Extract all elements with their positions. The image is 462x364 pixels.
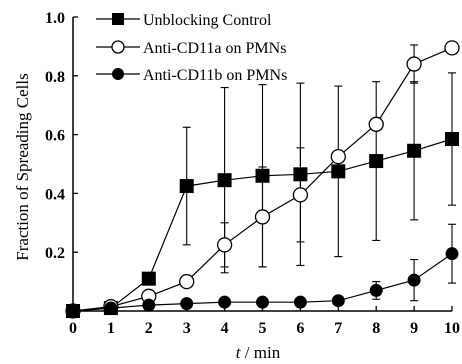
data-point-open-circle (444, 40, 460, 56)
y-tick-label: 0.8 (45, 69, 65, 86)
data-point-filled-circle (445, 247, 459, 261)
y-tick-label: 1.0 (45, 10, 65, 27)
data-point-filled-circle (256, 295, 269, 309)
filled-circle-marker (112, 68, 124, 80)
legend-item-unblocking-control: Unblocking Control (96, 12, 272, 29)
data-point-filled-circle (369, 283, 383, 297)
x-axis-unit: / min (241, 343, 281, 362)
series-markers (65, 40, 460, 319)
x-tick-label: 0 (69, 320, 77, 337)
data-point-open-circle (406, 56, 422, 72)
data-point-filled-circle (180, 297, 194, 311)
legend-item-anti-cd11a: Anti-CD11a on PMNs (96, 40, 286, 57)
data-point-filled-circle (66, 304, 80, 318)
data-point-open-circle (179, 273, 195, 290)
legend-label: Anti-CD11b on PMNs (143, 67, 287, 84)
x-tick-label: 2 (145, 320, 153, 337)
data-point-filled-circle (293, 295, 307, 309)
x-tick-label: 8 (372, 320, 380, 337)
data-point-square (445, 132, 459, 147)
data-point-open-circle (292, 187, 309, 203)
data-point-filled-circle (142, 298, 156, 312)
data-point-filled-circle (104, 301, 118, 315)
legend-label: Anti-CD11a on PMNs (143, 40, 286, 57)
data-point-open-circle (216, 237, 233, 253)
data-point-open-circle (330, 148, 346, 165)
y-tick-label: 0.4 (45, 186, 65, 203)
x-tick-label: 6 (296, 320, 304, 337)
data-point-open-circle (254, 209, 271, 225)
data-point-square (217, 173, 232, 188)
data-point-square (369, 154, 384, 169)
data-point-square (407, 143, 422, 158)
data-point-square (141, 271, 156, 286)
x-tick-label: 4 (221, 320, 229, 337)
data-point-filled-circle (218, 295, 232, 309)
x-tick-label: 7 (334, 320, 342, 337)
legend-item-anti-cd11b: Anti-CD11b on PMNs (96, 67, 287, 84)
x-axis-title: t / min (236, 343, 281, 362)
y-tick-label: 0.6 (45, 128, 65, 145)
filled-square-marker (112, 13, 124, 25)
data-point-square (331, 164, 346, 179)
data-point-open-circle (368, 116, 384, 132)
axis-ticks: 0 1 2 3 4 5 6 7 8 9 10 0.2 0.4 0.6 0.8 1.0 (45, 10, 460, 337)
x-tick-label: 10 (444, 320, 460, 337)
x-tick-label: 9 (410, 320, 418, 337)
data-point-square (255, 168, 270, 183)
data-point-filled-circle (331, 294, 345, 308)
legend: Unblocking Control Anti-CD11a on PMNs An… (96, 12, 287, 84)
y-axis-title: Fraction of Spreading Cells (13, 73, 32, 260)
data-point-filled-circle (407, 273, 421, 287)
y-tick-label: 0.2 (45, 245, 65, 262)
data-point-square (293, 167, 308, 182)
open-circle-marker (111, 40, 125, 54)
x-axis-var: t (236, 343, 242, 362)
x-tick-label: 1 (107, 320, 115, 337)
x-tick-label: 5 (259, 320, 267, 337)
data-point-square (179, 179, 194, 194)
legend-label: Unblocking Control (143, 12, 272, 29)
x-tick-label: 3 (183, 320, 191, 337)
